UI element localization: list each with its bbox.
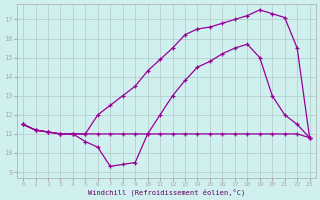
X-axis label: Windchill (Refroidissement éolien,°C): Windchill (Refroidissement éolien,°C): [88, 188, 245, 196]
